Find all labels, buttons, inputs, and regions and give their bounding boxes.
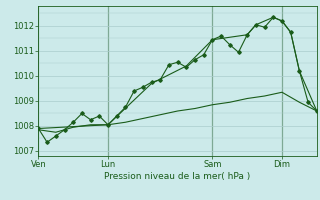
X-axis label: Pression niveau de la mer( hPa ): Pression niveau de la mer( hPa ) <box>104 172 251 181</box>
